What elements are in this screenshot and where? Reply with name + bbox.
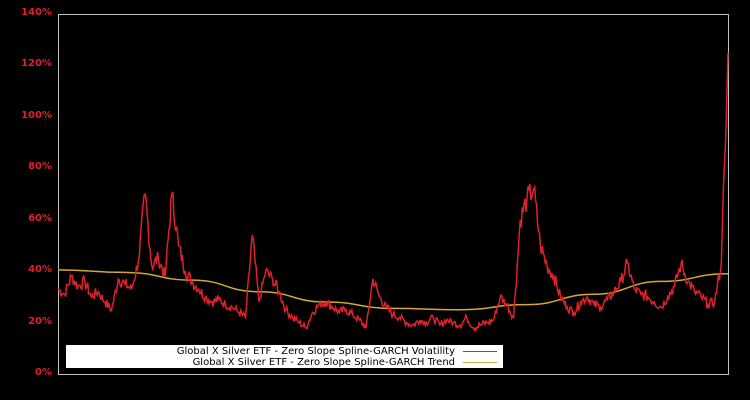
y-tick-label: 140% [21,7,52,18]
y-tick-label: 80% [28,161,52,173]
y-tick-label: 60% [28,212,52,224]
legend-swatch-gold [463,362,497,363]
y-tick-label: 40% [28,264,52,276]
legend-item-trend: Global X Silver ETF - Zero Slope Spline-… [193,357,497,368]
legend-swatch-red [463,351,497,352]
legend-label: Global X Silver ETF - Zero Slope Spline-… [176,346,455,357]
plot-frame [58,14,729,375]
y-tick-label: 20% [28,315,52,327]
y-tick-label: 120% [21,58,52,70]
trend-line [57,269,729,311]
y-tick-label: 100% [21,109,52,121]
volatility-line [57,52,729,333]
legend-item-volatility: Global X Silver ETF - Zero Slope Spline-… [177,346,497,357]
y-tick-label: 0% [35,367,52,378]
legend: Global X Silver ETF - Zero Slope Spline-… [66,345,503,368]
legend-label: Global X Silver ETF - Zero Slope Spline-… [192,357,455,368]
